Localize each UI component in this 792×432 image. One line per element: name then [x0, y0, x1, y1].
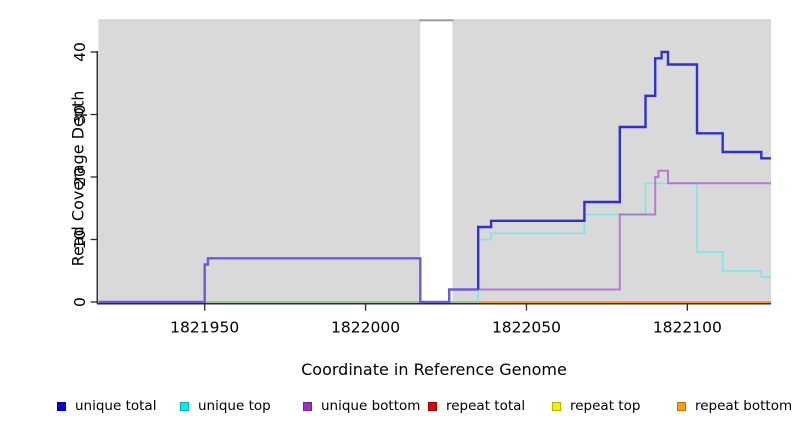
x-tick-label: 1821950: [170, 319, 239, 337]
legend-item-repeat-total: repeat total: [428, 396, 525, 416]
legend-label: repeat bottom: [695, 398, 792, 414]
x-tick-label: 1822050: [492, 319, 561, 337]
series-line-unique-top-cyan: [477, 182, 771, 302]
legend-label: repeat total: [446, 398, 526, 414]
x-axis-title: Coordinate in Reference Genome: [301, 360, 567, 379]
series-line-unique-total-and-bottom-overlap-violet: [98, 257, 479, 304]
legend-swatch-icon: [303, 401, 312, 411]
legend-label: unique total: [75, 398, 157, 414]
y-tick-label: 30: [71, 105, 89, 125]
series-line-unique-total-blue: [477, 50, 771, 290]
y-tick-label: 0: [71, 297, 89, 307]
x-tick-label: 1822100: [653, 319, 722, 337]
legend-swatch-icon: [180, 401, 189, 411]
y-tick-label: 20: [71, 167, 89, 187]
legend-item-repeat-bottom: repeat bottom: [677, 396, 792, 416]
x-tick-label: 1822000: [331, 319, 400, 337]
legend-label: repeat top: [570, 398, 641, 414]
assembly-gap-region: [420, 19, 453, 304]
legend-swatch-icon: [552, 401, 561, 411]
y-axis-title: Read Coverage Depth: [68, 90, 88, 267]
series-line-unique-bottom-purple: [478, 169, 771, 291]
y-tick-label: 10: [71, 230, 89, 250]
legend-swatch-icon: [57, 401, 66, 411]
legend-item-repeat-top: repeat top: [552, 396, 640, 416]
y-tick-label: 40: [71, 42, 89, 62]
legend-item-unique-top: unique top: [180, 396, 271, 416]
legend-item-unique-bottom: unique bottom: [303, 396, 420, 416]
legend: unique total unique top unique bottom repea…: [0, 396, 792, 420]
legend-label: unique top: [198, 398, 271, 414]
legend-swatch-icon: [677, 401, 686, 411]
legend-item-unique-total: unique total: [57, 396, 156, 416]
legend-swatch-icon: [428, 401, 437, 411]
legend-label: unique bottom: [321, 398, 421, 414]
